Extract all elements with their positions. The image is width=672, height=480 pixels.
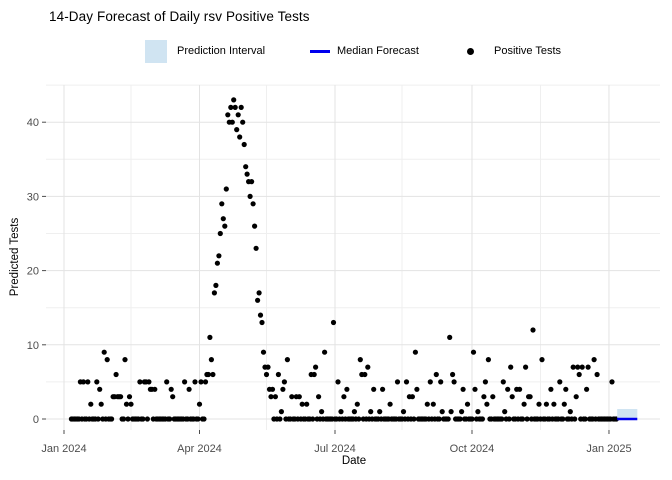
svg-text:30: 30 (27, 191, 39, 203)
legend-label-median-forecast: Median Forecast (337, 45, 419, 57)
svg-text:0: 0 (33, 414, 39, 426)
svg-text:Jan 2025: Jan 2025 (586, 443, 631, 455)
legend: Prediction Interval Median Forecast Posi… (0, 0, 672, 75)
svg-text:Oct 2024: Oct 2024 (450, 443, 495, 455)
legend-label-prediction-interval: Prediction Interval (177, 45, 266, 57)
svg-text:40: 40 (27, 117, 39, 129)
x-axis-label: Date (341, 455, 367, 467)
legend-label-positive-tests: Positive Tests (494, 45, 562, 57)
chart-title: 14-Day Forecast of Daily rsv Positive Te… (49, 9, 310, 24)
svg-text:20: 20 (27, 266, 39, 278)
prediction-interval-band (617, 409, 638, 418)
prediction-interval-swatch (145, 40, 167, 63)
positive-tests-point-key (467, 48, 474, 55)
median-forecast-line-key (310, 50, 330, 53)
svg-text:Jan 2024: Jan 2024 (41, 443, 86, 455)
svg-text:10: 10 (27, 340, 39, 352)
y-axis-label: Predicted Tests (9, 217, 21, 297)
svg-text:Apr 2024: Apr 2024 (177, 443, 222, 455)
svg-text:Jul 2024: Jul 2024 (314, 443, 356, 455)
